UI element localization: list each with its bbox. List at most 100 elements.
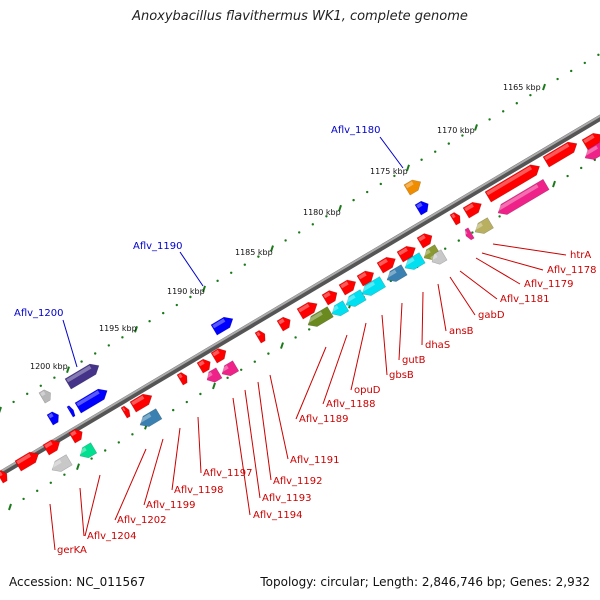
accession-text: Accession: NC_011567 <box>9 575 146 589</box>
leader-gene-16 <box>197 416 202 474</box>
tick-major <box>280 342 284 349</box>
gene-lower-9 <box>344 289 367 307</box>
gene-outer-7 <box>66 405 76 418</box>
map-title: Anoxybacillus flavithermus WK1, complete… <box>132 9 468 24</box>
tick-minor <box>311 223 314 226</box>
tick-minor <box>199 392 202 396</box>
leader-gene-21 <box>49 503 56 551</box>
tick-minor <box>566 174 569 178</box>
tick-major <box>270 245 274 252</box>
gene-upper-5 <box>416 233 433 249</box>
tick-major <box>0 406 2 414</box>
tick-minor <box>515 102 518 105</box>
label-aflv-1198: Aflv_1198 <box>174 485 224 496</box>
label-aflv-1179: Aflv_1179 <box>524 279 574 290</box>
tick-minor <box>570 69 573 73</box>
gene-upper-22 <box>0 470 8 484</box>
gene-lower-1 <box>583 140 600 160</box>
tick-minor <box>107 344 111 347</box>
tick-minor <box>580 166 583 170</box>
gene-lower-3 <box>464 227 475 241</box>
leader-gene-9 <box>350 322 367 391</box>
scale-label-1195: 1195 kbp <box>99 324 137 333</box>
tick-minor <box>529 93 532 97</box>
tick-minor <box>434 150 437 153</box>
tick-major <box>8 503 12 511</box>
gene-lower-11 <box>306 306 334 327</box>
scale-label-1170: 1170 kbp <box>437 126 475 135</box>
backbone <box>0 114 600 478</box>
label-aflv-1180: Aflv_1180 <box>331 125 381 136</box>
tick-minor <box>39 384 42 387</box>
leader-gene-7 <box>398 302 403 361</box>
leader-gene-22 <box>79 487 85 537</box>
leader-gene-12 <box>269 374 289 460</box>
tick-minor <box>104 449 107 452</box>
gene-lower-14 <box>138 408 163 427</box>
tick-minor <box>471 231 474 234</box>
gene-outer-2 <box>210 316 234 336</box>
label-ansb: ansB <box>449 326 474 337</box>
gene-lower-15 <box>50 454 73 472</box>
leader-gene-2 <box>475 257 521 285</box>
leader-gene-0 <box>492 243 567 256</box>
gene-upper-17 <box>129 393 153 413</box>
gene-outer-3 <box>64 363 100 390</box>
tick-minor <box>53 376 56 379</box>
tick-minor <box>226 376 229 380</box>
tick-major <box>406 164 410 172</box>
gene-outer-6 <box>46 411 59 426</box>
tick-marks <box>0 53 600 511</box>
tick-minor <box>444 247 447 250</box>
gene-outer-4 <box>74 388 108 414</box>
leader-gene-17 <box>171 427 181 491</box>
tick-minor <box>498 215 501 218</box>
label-aflv-1178: Aflv_1178 <box>547 265 597 276</box>
gene-lower-12 <box>205 367 223 383</box>
tick-minor <box>583 61 586 65</box>
tick-major <box>552 180 556 188</box>
leader-gene-19 <box>114 448 147 521</box>
label-aflv-1181: Aflv_1181 <box>500 294 550 305</box>
label-leaders <box>49 136 567 551</box>
gene-upper-1 <box>542 141 578 168</box>
label-aflv-1199: Aflv_1199 <box>146 500 196 511</box>
label-aflv-1197: Aflv_1197 <box>203 468 253 479</box>
gene-outer-5 <box>38 389 51 404</box>
tick-minor <box>379 182 382 186</box>
leader-gene-4 <box>449 276 476 316</box>
scale-label-1200: 1200 kbp <box>30 362 68 371</box>
tick-minor <box>420 158 423 161</box>
gene-upper-15 <box>196 358 211 374</box>
tick-minor <box>298 231 301 234</box>
gene-lower-5 <box>430 249 448 265</box>
leader-gene-10 <box>322 334 348 405</box>
tick-minor <box>90 457 93 460</box>
tick-minor <box>308 328 311 331</box>
gene-upper-8 <box>356 270 375 287</box>
scale-label-1180: 1180 kbp <box>303 208 341 217</box>
tick-minor <box>366 190 369 194</box>
gene-upper-0 <box>484 164 540 203</box>
gene-features <box>0 132 600 484</box>
leader-gene-15 <box>232 397 251 516</box>
leader-gene-5 <box>437 283 447 332</box>
tick-minor <box>131 433 134 436</box>
tick-minor <box>148 320 151 323</box>
gene-lower-2 <box>473 217 494 234</box>
label-aflv-1194: Aflv_1194 <box>253 510 303 521</box>
label-gutb: gutB <box>402 355 426 366</box>
tick-major <box>134 325 138 333</box>
tick-major <box>66 366 70 373</box>
tick-minor <box>121 336 124 339</box>
gene-lower-0 <box>496 178 550 215</box>
tick-minor <box>253 360 256 363</box>
tick-minor <box>294 336 297 339</box>
tick-minor <box>12 400 15 404</box>
leader-gene-13 <box>257 381 272 481</box>
tick-minor <box>597 53 600 57</box>
tick-minor <box>80 360 83 363</box>
gene-lower-16 <box>78 442 98 459</box>
leader-gene-20 <box>84 474 101 537</box>
